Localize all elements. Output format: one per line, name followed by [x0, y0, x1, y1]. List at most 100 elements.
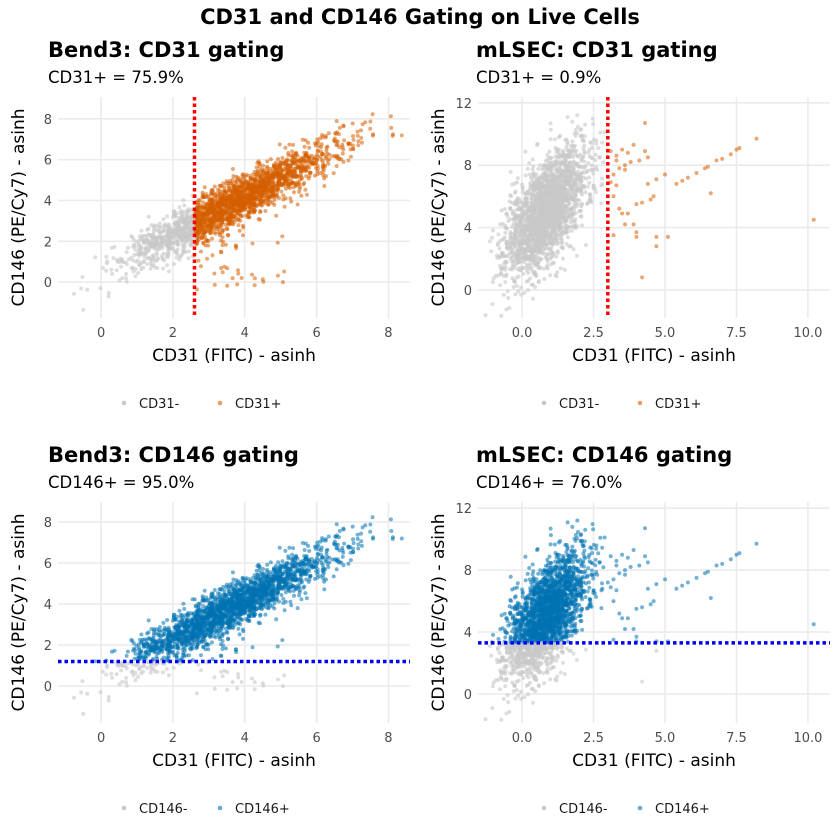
- point-positive: [640, 200, 645, 205]
- point-positive: [220, 243, 225, 248]
- point-negative: [585, 168, 590, 173]
- point-positive: [205, 207, 210, 211]
- point-negative: [590, 116, 595, 121]
- point-positive: [236, 223, 241, 228]
- point-negative: [548, 137, 553, 142]
- legend: CD31- CD31+: [121, 397, 282, 412]
- point-negative: [120, 276, 125, 280]
- point-negative: [570, 119, 575, 124]
- point-positive: [204, 192, 209, 197]
- point-negative: [155, 266, 160, 270]
- point-positive: [291, 160, 296, 165]
- point-negative: [553, 162, 557, 167]
- point-negative: [146, 214, 151, 219]
- point-negative: [542, 277, 547, 281]
- point-positive: [368, 119, 373, 124]
- point-positive: [337, 132, 341, 137]
- point-positive: [256, 217, 261, 221]
- point-negative: [575, 187, 580, 192]
- point-positive: [334, 164, 339, 168]
- point-positive: [279, 189, 284, 194]
- point-negative: [112, 244, 117, 249]
- point-positive: [297, 189, 302, 194]
- point-negative: [139, 228, 144, 233]
- point-positive: [359, 136, 364, 140]
- legend-label-negative: CD31-: [559, 397, 600, 412]
- point-positive: [223, 200, 228, 205]
- point-negative: [166, 269, 171, 274]
- point-negative: [567, 201, 572, 206]
- point-positive: [325, 144, 330, 149]
- point-positive: [217, 196, 222, 201]
- point-positive: [299, 193, 304, 198]
- point-negative: [558, 220, 563, 225]
- point-negative: [514, 240, 519, 245]
- point-negative: [524, 218, 528, 223]
- point-negative: [538, 201, 543, 206]
- point-negative: [133, 274, 138, 279]
- x-tick-label: 0: [97, 326, 105, 341]
- point-negative: [553, 223, 558, 228]
- point-negative: [124, 279, 129, 284]
- point-negative: [134, 240, 139, 245]
- point-negative: [549, 171, 554, 176]
- point-positive: [248, 203, 253, 208]
- point-positive: [327, 152, 332, 157]
- point-negative: [527, 161, 532, 165]
- point-positive: [333, 131, 338, 136]
- point-positive: [250, 172, 255, 177]
- point-negative: [533, 273, 538, 278]
- point-negative: [536, 217, 540, 222]
- point-positive: [227, 185, 232, 190]
- point-negative: [508, 206, 513, 211]
- point-positive: [645, 155, 650, 160]
- point-negative: [93, 255, 98, 260]
- point-positive: [304, 192, 309, 197]
- point-negative: [535, 142, 540, 147]
- point-negative: [519, 219, 524, 224]
- point-negative: [136, 251, 141, 256]
- point-negative: [514, 220, 519, 225]
- point-negative: [185, 212, 190, 217]
- point-negative: [497, 255, 502, 260]
- point-negative: [85, 287, 90, 292]
- point-negative: [594, 165, 599, 170]
- point-negative: [591, 171, 596, 176]
- point-negative: [510, 210, 515, 215]
- point-negative: [559, 216, 564, 221]
- point-positive: [628, 160, 633, 164]
- point-negative: [165, 214, 170, 219]
- point-negative: [546, 200, 551, 205]
- point-positive: [277, 142, 282, 147]
- point-negative: [530, 227, 535, 232]
- point-negative: [166, 229, 171, 234]
- point-negative: [552, 137, 557, 142]
- point-positive: [204, 211, 209, 216]
- point-negative: [589, 163, 594, 168]
- point-positive: [637, 158, 642, 163]
- point-positive: [388, 114, 393, 119]
- point-positive: [235, 198, 240, 203]
- point-positive: [252, 201, 257, 205]
- point-positive: [125, 649, 130, 654]
- point-negative: [173, 214, 178, 219]
- point-negative: [166, 236, 171, 241]
- point-negative: [522, 248, 527, 253]
- point-positive: [241, 186, 245, 191]
- point-negative: [542, 206, 547, 211]
- point-positive: [307, 145, 312, 150]
- point-negative: [512, 190, 517, 195]
- point-negative: [566, 192, 571, 197]
- point-negative: [490, 280, 495, 285]
- point-positive: [614, 158, 619, 163]
- point-negative: [496, 232, 501, 237]
- point-positive: [221, 196, 225, 201]
- point-positive: [297, 184, 302, 189]
- point-positive: [258, 193, 263, 198]
- point-negative: [599, 201, 604, 206]
- point-positive: [206, 238, 211, 243]
- y-axis-label: CD146 (PE/Cy7) - asinh: [9, 108, 29, 306]
- point-positive: [224, 226, 229, 231]
- point-negative: [510, 182, 515, 187]
- point-negative: [181, 248, 186, 253]
